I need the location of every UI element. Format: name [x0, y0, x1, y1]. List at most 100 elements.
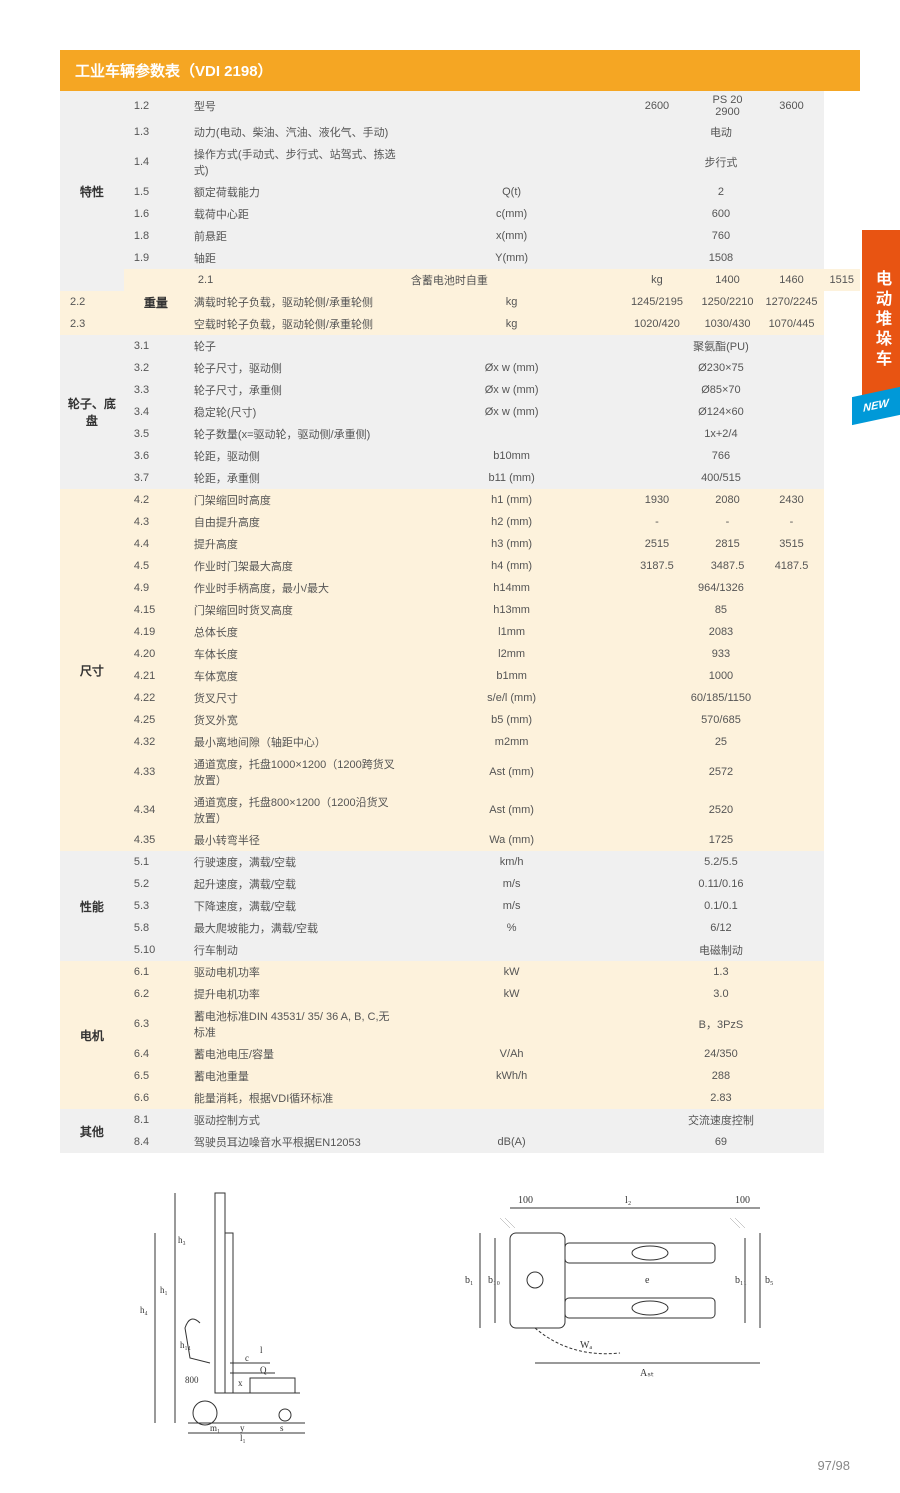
- row-val: Ø230×75: [618, 357, 823, 379]
- row-unit: m/s: [405, 873, 619, 895]
- row-val: PS 202900: [696, 91, 760, 121]
- row-unit: Øx w (mm): [405, 401, 619, 423]
- row-desc: 空载时轮子负载，驱动轮侧/承重轮侧: [188, 313, 405, 335]
- row-desc: 蓄电池标准DIN 43531/ 35/ 36 A, B, C,无标准: [188, 1005, 405, 1043]
- row-desc: 稳定轮(尺寸): [188, 401, 405, 423]
- row-val: 1020/420: [618, 313, 695, 335]
- row-val: 3515: [760, 533, 824, 555]
- row-val: 3187.5: [618, 555, 695, 577]
- row-desc: 总体长度: [188, 621, 405, 643]
- svg-text:100: 100: [735, 1195, 750, 1206]
- row-num: 1.9: [124, 247, 188, 269]
- row-num: 4.21: [124, 665, 188, 687]
- row-unit: dB(A): [405, 1131, 619, 1153]
- row-val: -: [618, 511, 695, 533]
- row-val: -: [696, 511, 760, 533]
- row-val: 2520: [618, 791, 823, 829]
- row-unit: l2mm: [405, 643, 619, 665]
- row-val: -: [760, 511, 824, 533]
- row-num: 6.2: [124, 983, 188, 1005]
- row-num: 5.2: [124, 873, 188, 895]
- row-val: 69: [618, 1131, 823, 1153]
- row-desc: 驾驶员耳边噪音水平根据EN12053: [188, 1131, 405, 1153]
- row-unit: km/h: [405, 851, 619, 873]
- table-title: 工业车辆参数表（VDI 2198）: [60, 50, 860, 91]
- row-desc: 轮距，驱动侧: [188, 445, 405, 467]
- row-val: B，3PzS: [618, 1005, 823, 1043]
- svg-text:m₁: m₁: [210, 1423, 220, 1433]
- technical-diagrams: h₄ h₁ h₃ h₁₄ 800 c Q x m₁ y s l₁ l: [60, 1183, 860, 1443]
- row-num: 1.2: [124, 91, 188, 121]
- svg-text:Wₐ: Wₐ: [580, 1340, 592, 1351]
- row-unit: b10mm: [405, 445, 619, 467]
- row-unit: [405, 121, 619, 143]
- row-desc: 行驶速度，满载/空载: [188, 851, 405, 873]
- row-unit: kWh/h: [405, 1065, 619, 1087]
- row-unit: Ast (mm): [405, 791, 619, 829]
- row-desc: 驱动控制方式: [188, 1109, 405, 1131]
- svg-text:b₅: b₅: [765, 1275, 774, 1286]
- svg-text:c: c: [245, 1353, 249, 1363]
- row-val: 3487.5: [696, 555, 760, 577]
- row-unit: Ast (mm): [405, 753, 619, 791]
- row-val: 电磁制动: [618, 939, 823, 961]
- row-desc: 作业时手柄高度，最小/最大: [188, 577, 405, 599]
- row-num: 4.5: [124, 555, 188, 577]
- row-num: 4.3: [124, 511, 188, 533]
- svg-text:100: 100: [518, 1195, 533, 1206]
- svg-text:800: 800: [185, 1375, 199, 1385]
- row-desc: 车体宽度: [188, 665, 405, 687]
- row-unit: h2 (mm): [405, 511, 619, 533]
- row-num: 4.9: [124, 577, 188, 599]
- spec-table: 特性 1.2 型号 2600 PS 202900 36001.3动力(电动、柴油…: [60, 91, 860, 1153]
- row-val: 1030/430: [696, 313, 760, 335]
- row-unit: %: [405, 917, 619, 939]
- row-num: 4.2: [124, 489, 188, 511]
- row-desc: 蓄电池重量: [188, 1065, 405, 1087]
- row-desc: 最小转弯半径: [188, 829, 405, 851]
- svg-text:y: y: [240, 1423, 245, 1433]
- row-val: 2: [618, 181, 823, 203]
- row-val: Ø85×70: [618, 379, 823, 401]
- top-view-diagram: 100 l₂ 100 b₁ b₁₀ e b₁₁ b₅ Wₐ Aₛₜ: [450, 1183, 790, 1383]
- row-num: 2.2: [60, 291, 124, 313]
- row-val: 2600: [618, 91, 695, 121]
- row-num: 4.19: [124, 621, 188, 643]
- row-unit: [405, 1005, 619, 1043]
- row-num: 6.3: [124, 1005, 188, 1043]
- row-num: 1.5: [124, 181, 188, 203]
- row-unit: [405, 335, 619, 357]
- row-desc: 最小离地间隙（轴距中心）: [188, 731, 405, 753]
- row-num: 4.34: [124, 791, 188, 829]
- row-unit: x(mm): [405, 225, 619, 247]
- row-desc: 蓄电池电压/容量: [188, 1043, 405, 1065]
- section-label: 电机: [60, 961, 124, 1109]
- row-unit: h14mm: [405, 577, 619, 599]
- row-val: 3600: [760, 91, 824, 121]
- row-val: 1270/2245: [760, 291, 824, 313]
- row-num: 2.3: [60, 313, 124, 335]
- svg-text:l₂: l₂: [625, 1195, 631, 1206]
- row-desc: 轴距: [188, 247, 405, 269]
- row-num: 1.3: [124, 121, 188, 143]
- row-unit: [405, 939, 619, 961]
- row-unit: kg: [405, 313, 619, 335]
- row-desc: 轮距，承重侧: [188, 467, 405, 489]
- row-num: 4.20: [124, 643, 188, 665]
- row-unit: kg: [405, 291, 619, 313]
- row-desc: 下降速度，满载/空载: [188, 895, 405, 917]
- row-desc: 通道宽度，托盘1000×1200（1200跨货叉放置）: [188, 753, 405, 791]
- row-val: 2083: [618, 621, 823, 643]
- svg-text:e: e: [645, 1275, 650, 1286]
- row-unit: h13mm: [405, 599, 619, 621]
- row-unit: Y(mm): [405, 247, 619, 269]
- row-val: 766: [618, 445, 823, 467]
- row-val: 85: [618, 599, 823, 621]
- row-unit: kW: [405, 983, 619, 1005]
- row-desc: 通道宽度，托盘800×1200（1200沿货叉放置）: [188, 791, 405, 829]
- row-unit: Øx w (mm): [405, 357, 619, 379]
- row-unit: b11 (mm): [405, 467, 619, 489]
- row-val: 交流速度控制: [618, 1109, 823, 1131]
- row-desc: 轮子尺寸，驱动侧: [188, 357, 405, 379]
- row-val: 2515: [618, 533, 695, 555]
